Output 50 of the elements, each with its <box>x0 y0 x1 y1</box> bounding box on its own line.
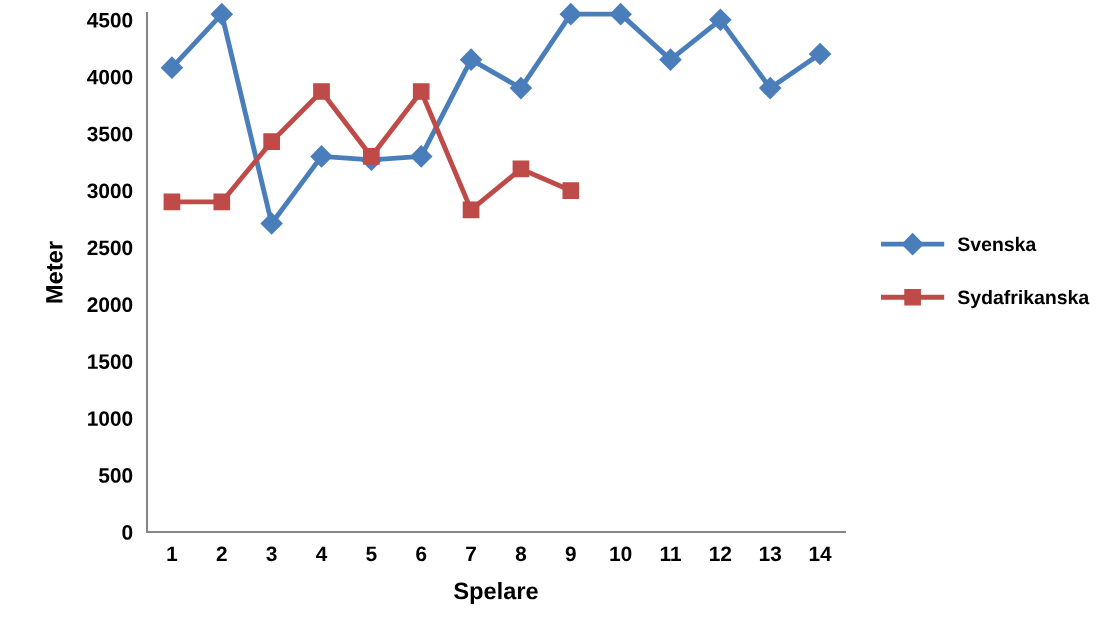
point <box>213 193 231 211</box>
x-tick-label: 1 <box>167 546 178 561</box>
y-tick-label: 2500 <box>87 240 133 256</box>
point <box>460 48 483 71</box>
point <box>609 3 632 26</box>
y-tick-label: 1000 <box>88 411 133 426</box>
point <box>412 83 430 100</box>
x-tick-label: 6 <box>416 546 427 562</box>
x-tick-label: 4 <box>316 546 328 561</box>
point <box>160 56 183 79</box>
y-tick-label: 4000 <box>87 69 133 85</box>
point <box>313 83 330 100</box>
point <box>363 148 380 165</box>
x-tick-label: 13 <box>759 546 782 562</box>
x-tick-label: 9 <box>565 546 576 562</box>
point <box>559 3 582 26</box>
point <box>562 182 580 199</box>
x-tick-label: 8 <box>515 546 527 562</box>
point <box>260 212 283 235</box>
x-tick-label: 2 <box>216 546 227 561</box>
point <box>512 160 530 178</box>
y-axis-title: Meter <box>46 241 63 303</box>
x-tick-label: 12 <box>710 546 732 561</box>
point <box>263 133 280 150</box>
x-tick-label: 7 <box>466 546 476 561</box>
y-tick-label: 3000 <box>87 183 133 199</box>
point <box>709 8 732 31</box>
x-tick-label: 10 <box>610 546 632 562</box>
y-tick-label: 2000 <box>87 297 133 313</box>
y-tick-label: 1500 <box>88 354 133 370</box>
point <box>310 145 333 168</box>
point <box>509 77 532 100</box>
y-tick-label: 3500 <box>87 126 133 142</box>
x-tick-label: 11 <box>660 546 681 561</box>
x-tick-label: 3 <box>266 546 277 562</box>
x-tick-label: 14 <box>809 546 832 561</box>
point <box>659 48 682 71</box>
legend-label: Sydafrikanska <box>957 290 1090 309</box>
x-tick-label: 5 <box>366 546 377 562</box>
y-tick-label: 500 <box>99 468 133 483</box>
point <box>163 193 181 211</box>
point <box>462 201 480 219</box>
x-axis-title: Spelare <box>454 581 538 604</box>
y-tick-label: 4500 <box>87 12 133 28</box>
point <box>759 77 782 100</box>
point <box>410 145 433 168</box>
point <box>210 3 233 26</box>
point <box>809 42 832 65</box>
legend-label: Svenska <box>957 236 1037 252</box>
y-tick-label: 0 <box>122 525 133 540</box>
